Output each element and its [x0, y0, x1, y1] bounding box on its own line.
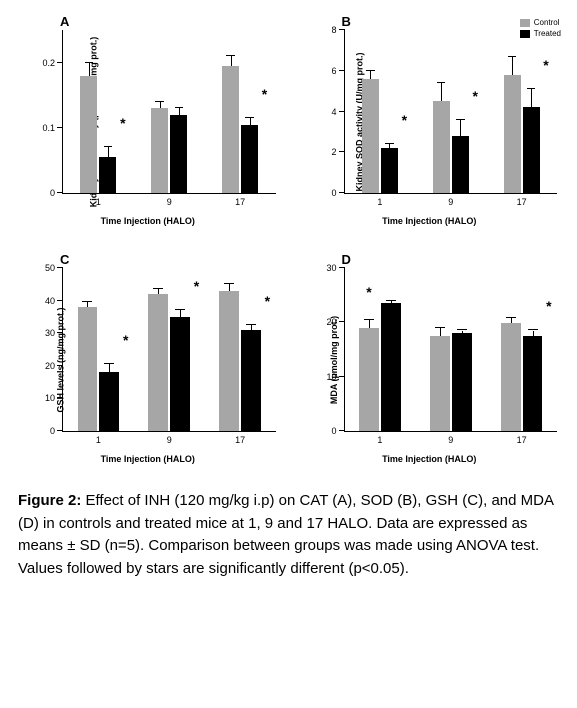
x-axis-label: Time Injection (HALO): [101, 216, 195, 226]
x-tick-label: 9: [448, 197, 453, 207]
y-tick-label: 6: [331, 66, 336, 76]
bar: [222, 66, 239, 193]
x-tick-label: 9: [167, 435, 172, 445]
panel-letter: C: [60, 252, 69, 267]
y-tick-label: 0: [331, 188, 336, 198]
y-tick-label: 4: [331, 107, 336, 117]
significance-star-icon: *: [194, 278, 199, 294]
bar: [170, 115, 187, 193]
plot-area: 01020301*917*: [344, 268, 558, 432]
x-axis-label: Time Injection (HALO): [382, 454, 476, 464]
bar: [362, 79, 379, 193]
x-tick-label: 9: [448, 435, 453, 445]
panel-c: CGSH levels (ng/mg prot.)010203040501*9*…: [12, 250, 284, 470]
y-tick-label: 50: [45, 263, 55, 273]
panel-letter: D: [342, 252, 351, 267]
bar: [504, 75, 521, 193]
y-tick-label: 0: [50, 426, 55, 436]
significance-star-icon: *: [543, 57, 548, 73]
significance-star-icon: *: [472, 88, 477, 104]
x-tick-label: 1: [377, 197, 382, 207]
significance-star-icon: *: [265, 293, 270, 309]
bar: [148, 294, 168, 431]
bar: [80, 76, 97, 193]
legend-swatch-control: [520, 19, 530, 27]
legend-label-treated: Treated: [534, 29, 561, 38]
significance-star-icon: *: [546, 298, 551, 314]
bar: [241, 125, 258, 193]
x-axis-label: Time Injection (HALO): [101, 454, 195, 464]
y-tick-label: 30: [45, 328, 55, 338]
x-axis-label: Time Injection (HALO): [382, 216, 476, 226]
y-tick-label: 10: [326, 372, 336, 382]
bar: [501, 323, 521, 431]
bar: [359, 328, 379, 431]
significance-star-icon: *: [262, 86, 267, 102]
bar: [381, 303, 401, 431]
x-tick-label: 1: [96, 435, 101, 445]
y-tick-label: 0.2: [42, 58, 55, 68]
y-tick-label: 2: [331, 147, 336, 157]
significance-star-icon: *: [402, 112, 407, 128]
y-tick-label: 0: [50, 188, 55, 198]
x-tick-label: 17: [235, 435, 245, 445]
plot-area: 010203040501*9*17*: [62, 268, 276, 432]
bar: [151, 108, 168, 193]
bar: [381, 148, 398, 193]
bar: [452, 333, 472, 431]
x-tick-label: 1: [377, 435, 382, 445]
legend-swatch-treated: [520, 30, 530, 38]
bar: [430, 336, 450, 431]
chart-grid: AKidney CAT activity (µmol/min/mg prot.)…: [12, 12, 565, 470]
y-axis-label: MDA (µmol/mg prot.): [329, 316, 339, 404]
panel-d: DMDA (µmol/mg prot.)01020301*917*Time In…: [294, 250, 566, 470]
panel-b: BKidney SOD activity (U/mg prot.)024681*…: [294, 12, 566, 232]
panel-letter: A: [60, 14, 69, 29]
bar: [452, 136, 469, 193]
y-tick-label: 30: [326, 263, 336, 273]
y-tick-label: 10: [45, 393, 55, 403]
caption-text: Effect of INH (120 mg/kg i.p) on CAT (A)…: [18, 492, 553, 577]
bar: [433, 101, 450, 193]
bar: [523, 336, 543, 431]
bar: [241, 330, 261, 431]
x-tick-label: 17: [517, 435, 527, 445]
figure-label: Figure 2:: [18, 492, 81, 509]
bar: [523, 107, 540, 193]
y-tick-label: 0: [331, 426, 336, 436]
plot-area: 00.10.21*917*: [62, 30, 276, 194]
y-tick-label: 20: [45, 361, 55, 371]
bar: [78, 307, 98, 431]
x-tick-label: 17: [517, 197, 527, 207]
panel-a: AKidney CAT activity (µmol/min/mg prot.)…: [12, 12, 284, 232]
y-tick-label: 0.1: [42, 123, 55, 133]
bar: [219, 291, 239, 431]
x-tick-label: 9: [167, 197, 172, 207]
y-tick-label: 20: [326, 317, 336, 327]
significance-star-icon: *: [366, 284, 371, 300]
x-tick-label: 1: [96, 197, 101, 207]
y-tick-label: 40: [45, 296, 55, 306]
legend: Control Treated: [520, 18, 561, 40]
figure-caption: Figure 2: Effect of INH (120 mg/kg i.p) …: [12, 490, 565, 580]
panel-letter: B: [342, 14, 351, 29]
x-tick-label: 17: [235, 197, 245, 207]
bar: [170, 317, 190, 431]
bar: [99, 157, 116, 193]
legend-label-control: Control: [534, 18, 560, 27]
plot-area: 024681*9*17*: [344, 30, 558, 194]
bar: [99, 372, 119, 431]
y-tick-label: 8: [331, 25, 336, 35]
significance-star-icon: *: [123, 332, 128, 348]
significance-star-icon: *: [120, 115, 125, 131]
